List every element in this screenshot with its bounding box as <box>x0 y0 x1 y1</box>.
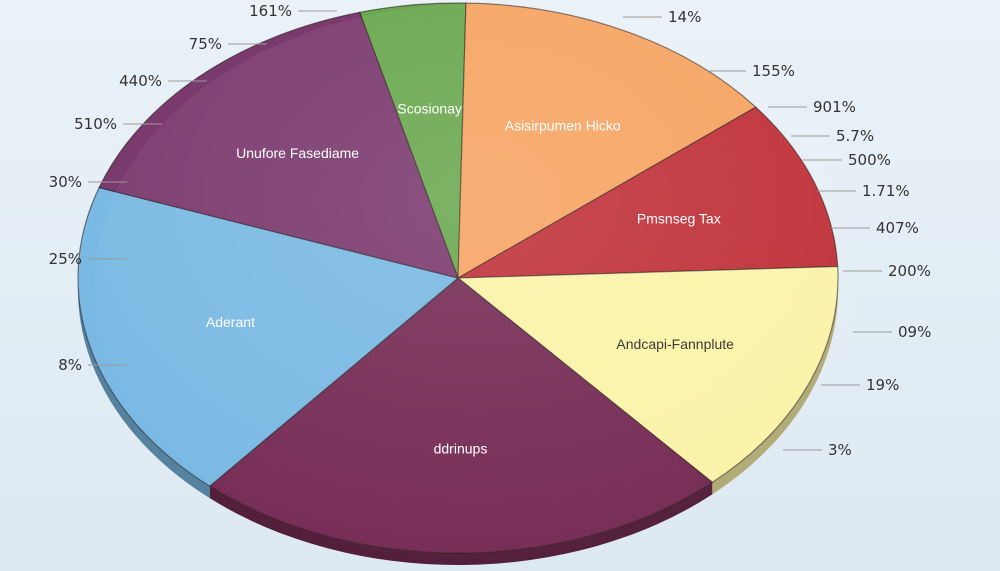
callout-label: 14% <box>668 8 701 26</box>
callout-label: 5.7% <box>836 127 874 145</box>
callout-label: 3% <box>828 441 852 459</box>
callout-label: 500% <box>848 151 891 169</box>
callouts-layer: 161% 75% 440% 510% 30% 25% 8% 14% 155% 901% 5.7% 50… <box>49 2 932 459</box>
callout-label: 901% <box>813 98 856 116</box>
callout-label: 09% <box>898 323 931 341</box>
callout-label: 8% <box>58 356 82 374</box>
pie-slice-label: ddrinups <box>434 440 488 456</box>
callout-label: 407% <box>876 219 919 237</box>
pie-slice-label: Unufore Fasediame <box>236 145 359 161</box>
callout-label: 200% <box>888 262 931 280</box>
callout-label: 510% <box>74 115 117 133</box>
pie-slices-layer <box>77 2 839 554</box>
callout-label: 161% <box>249 2 292 20</box>
callout-label: 30% <box>49 173 82 191</box>
callout-label: 25% <box>49 250 82 268</box>
pie-labels-layer: Scosionay Asisirpumen Hicko Pmsnseg Tax And… <box>206 101 734 457</box>
pie-slice-label: Andcapi-Fannplute <box>616 336 734 352</box>
callout-label: 75% <box>189 35 222 53</box>
pie-slice-label: Pmsnseg Tax <box>637 211 721 227</box>
callout-label: 440% <box>119 72 162 90</box>
callout-label: 155% <box>752 62 795 80</box>
pie-slice-label: Asisirpumen Hicko <box>505 117 621 133</box>
callout-label: 1.71% <box>862 182 910 200</box>
callout-label: 19% <box>866 376 899 394</box>
pie-slice-label: Aderant <box>206 314 255 330</box>
pie-slice-label: Scosionay <box>397 101 462 117</box>
